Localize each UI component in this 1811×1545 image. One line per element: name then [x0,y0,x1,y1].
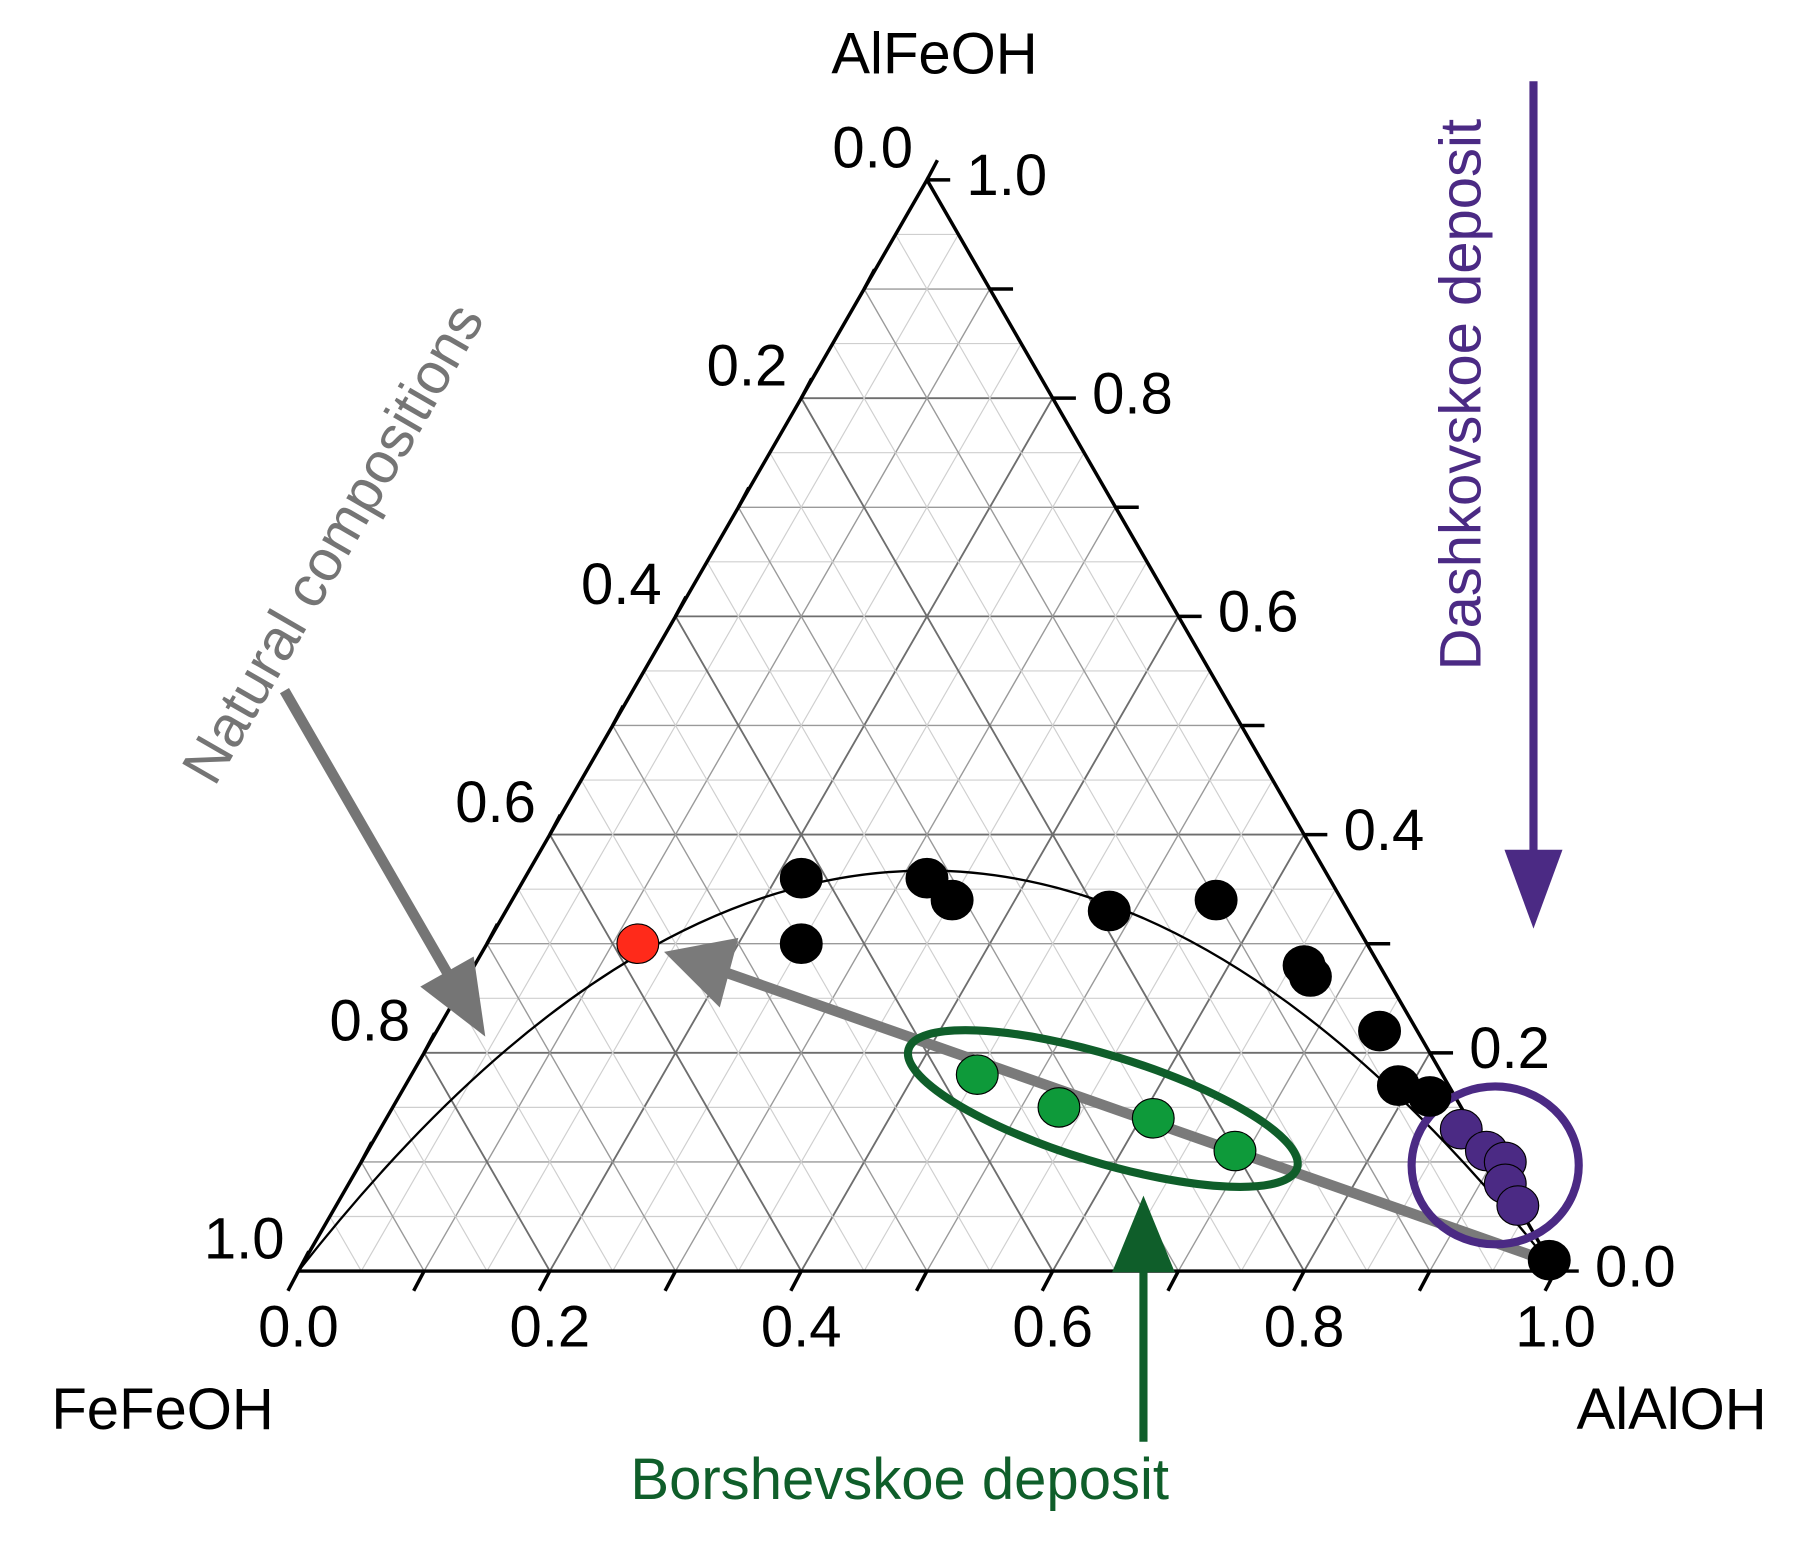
tick-label: 0.4 [581,552,662,617]
grid-line [455,997,614,1272]
annotation: Borshevskoe deposit [630,1447,1169,1512]
tick-mark [359,1141,374,1163]
tick-label: 1.0 [1515,1295,1596,1360]
tick-mark [611,704,625,727]
fit-curve [297,869,1557,1272]
tick-mark [674,595,688,618]
data-point [779,857,823,899]
tick-label: 0.2 [510,1295,591,1360]
tick-label: 0.2 [1469,1016,1550,1081]
grid-line [486,343,1022,1272]
annotation: Natural compositions [170,293,497,795]
decorations [279,81,1583,1442]
tick-label: 0.6 [1218,580,1299,645]
data-point [1087,890,1131,932]
data-point [1527,1239,1571,1281]
data-point [779,923,823,965]
tick-label: 0.4 [761,1295,842,1360]
grid-line [392,1107,488,1272]
tick-mark [663,1270,678,1292]
grid-line [832,343,1368,1272]
tick-mark [422,1032,437,1054]
tick-mark [862,268,877,290]
tick-mark [286,1270,300,1292]
grid-line [643,670,991,1272]
arrow-head [1504,849,1563,929]
vertex-label: AlAlOH [1577,1377,1767,1442]
vertex-label: FeFeOH [51,1377,273,1442]
annotation: Dashkovskoe deposit [1428,119,1493,670]
tick-mark [485,923,499,945]
data-point [1358,1010,1402,1052]
tick-mark [789,1270,803,1292]
tick-mark [537,1270,552,1292]
tick-label: 0.2 [707,334,788,399]
grid-line [549,834,803,1272]
data-point [1496,1185,1540,1226]
grid-line [706,561,1117,1272]
tick-mark [1040,1270,1055,1292]
grid-line [360,1161,425,1272]
grid-line [863,288,1431,1272]
data-point [1213,1130,1257,1172]
data-point [955,1054,999,1095]
arrow [279,688,464,996]
tick-label: 0.0 [1595,1234,1676,1299]
tick-label: 0.8 [1092,361,1173,426]
grid-line [800,397,1305,1272]
grid-line [612,452,1085,1272]
grid-line [423,1052,551,1272]
grid-line [360,234,959,1272]
data-point [930,879,974,921]
tick-label: 0.4 [1344,798,1425,863]
grid-line [486,943,677,1272]
tick-label: 1.0 [966,143,1047,208]
tick-label: 0.0 [832,115,913,180]
grid-line [517,888,739,1272]
tick-mark [914,1270,929,1292]
data-point [1131,1097,1175,1139]
ellipse [1407,1082,1583,1249]
tick-mark [736,486,751,509]
tick-mark [925,159,939,181]
ellipse [903,1026,1302,1191]
points [616,857,1571,1281]
tick-label: 0.8 [1264,1295,1345,1360]
frame: 0.0 0.2 0.4 0.6 0.8 1.00.00.20.40.60.81.00.00… [204,115,1676,1359]
tick-mark [1417,1270,1432,1292]
grid-line [863,670,1211,1272]
tick-label: 0.0 [258,1295,339,1360]
grid-line [769,452,1242,1272]
arrow-head [420,956,486,1037]
tick-label: 0.6 [1012,1295,1093,1360]
grid-line [989,779,1274,1272]
grid-line [674,615,1054,1272]
arrow-head [1112,1195,1175,1273]
tick-mark [548,814,562,836]
tick-mark [1166,1270,1180,1292]
tick-label: 0.6 [455,770,536,835]
tick-mark [412,1270,426,1292]
vertex-label: AlFeOH [831,21,1037,86]
data-point [1037,1087,1081,1128]
data-point [616,923,660,965]
grid-line [580,779,865,1272]
tick-label: 0.8 [330,988,411,1053]
data-point [1408,1076,1452,1117]
grid [297,179,1557,1272]
grid-line [612,725,928,1272]
data-point [1194,879,1238,921]
arrow-head [664,937,739,1008]
tick-mark [799,377,814,399]
tick-mark [1292,1270,1306,1292]
data-point [1288,956,1332,997]
tick-label: 1.0 [204,1207,285,1272]
